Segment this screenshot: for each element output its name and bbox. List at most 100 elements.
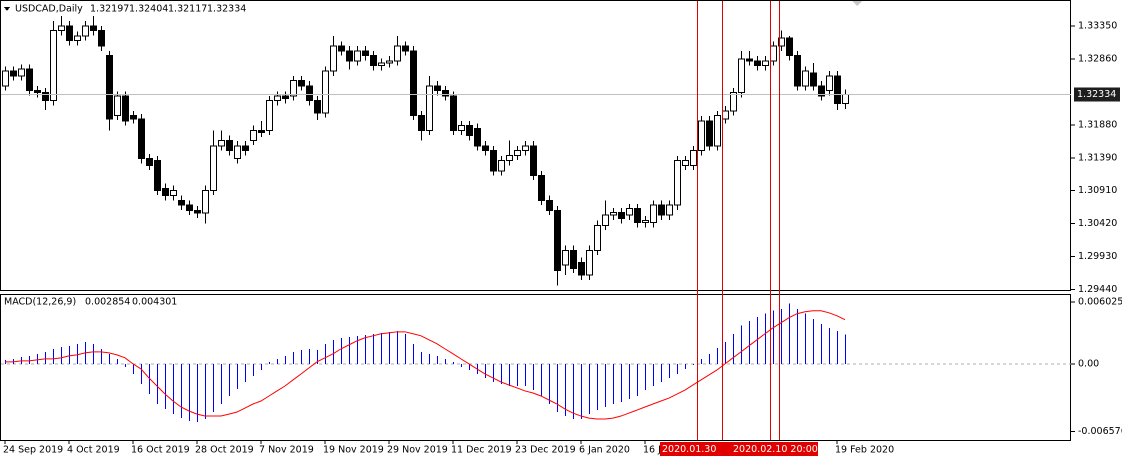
candle-body [242,145,249,152]
y-tick-label: 1.33350 [1078,20,1117,31]
candle-body [250,129,257,141]
candle-body [770,45,777,62]
y-tick-label: -0.006576 [1078,426,1122,437]
candle-body [802,70,809,87]
marker-label: 2020.01.30 [662,444,716,455]
candle-body [818,85,825,97]
candle-body [738,58,745,94]
candle-body [426,85,433,131]
candle-body [186,204,193,212]
candle-body [618,212,625,220]
x-tick-label: 24 Sep 2019 [3,445,63,456]
candle-body [282,95,289,100]
candle-body [634,207,641,224]
macd-title: MACD(12,26,9) [4,297,76,308]
candle-body [162,187,169,197]
y-tick-label: 1.29440 [1078,284,1117,295]
candle-body [346,50,353,62]
candle-body [18,68,25,77]
current-price-label: 1.32334 [1077,89,1116,100]
candle-body [506,154,513,162]
marker-box [731,442,818,456]
y-tick-label: 1.29930 [1078,251,1117,262]
candle-body [682,160,689,166]
candle-body [258,129,265,133]
candle-body [114,95,121,117]
candle-body [234,145,241,160]
candle-body [354,50,361,62]
macd-main: 0.002854 [85,297,130,308]
candle-body [394,45,401,62]
candle-body [730,92,737,112]
candle-body [826,75,833,92]
candle-body [754,60,761,67]
x-tick-label: 29 Nov 2019 [387,445,448,456]
x-tick-label: 4 Oct 2019 [67,445,120,456]
candle-body [578,261,585,276]
candle-body [170,189,177,197]
candle-body [386,60,393,64]
candle-body [482,145,489,152]
candle-body [2,70,9,87]
candle-body [178,199,185,206]
candle-body [194,210,201,214]
candle-body [154,160,161,191]
candle-body [714,115,721,147]
candle-body [122,95,129,122]
candle-body [442,90,449,97]
candle-body [666,204,673,216]
candle-body [722,110,729,120]
candle-body [338,45,345,52]
scroll-marker [852,1,862,6]
candle-body [42,92,49,102]
candle-body [466,125,473,137]
candle-body [626,207,633,216]
vertical-lines[interactable] [697,1,780,440]
candle-body [202,189,209,214]
candle-body [746,58,753,62]
candle-body [586,249,593,276]
candle-body [658,204,665,216]
ohlc-close: 1.32334 [207,4,246,15]
current-price-box [1074,87,1120,102]
candle-body [210,145,217,191]
candle-body [418,115,425,131]
candle-body [106,55,113,120]
candle-body [554,210,561,271]
candle-body [130,115,137,120]
x-tick-label: 7 Nov 2019 [259,445,314,456]
y-tick-label: 1.30910 [1078,185,1117,196]
candle-body [794,55,801,87]
candle-body [778,37,785,47]
candle-body [314,100,321,114]
x-tick-label: 6 Jan 2020 [579,445,630,456]
candle-body [834,75,841,104]
plot-layer: 1.33350 1.32860 1.31880 1.31390 1.30910 1.304… [1,15,1122,456]
ohlc-open: 1.32197 [90,4,129,15]
y-tick-label: 1.30420 [1078,218,1117,229]
candle-body [610,212,617,216]
candle-body [34,90,41,94]
candle-body [514,150,521,156]
candle-body [362,50,369,57]
candle-body [146,158,153,166]
marker-box [660,442,732,456]
candle-body [642,220,649,224]
candle-body [690,150,697,166]
y-tick-label: 0.006025 [1078,296,1122,307]
candle-body [26,68,33,92]
candle-body [90,25,97,32]
candle-body [290,79,297,97]
candle-body [498,160,505,172]
candle-body [322,70,329,114]
menu-arrow[interactable] [4,7,10,11]
candle-body [842,93,849,105]
candle-body [530,145,537,176]
candle-body [490,150,497,172]
candle-body [522,145,529,152]
candle-body [266,100,273,131]
candle-body [66,25,73,42]
candle-body [274,95,281,102]
y-tick-label: 0.00 [1078,358,1099,369]
